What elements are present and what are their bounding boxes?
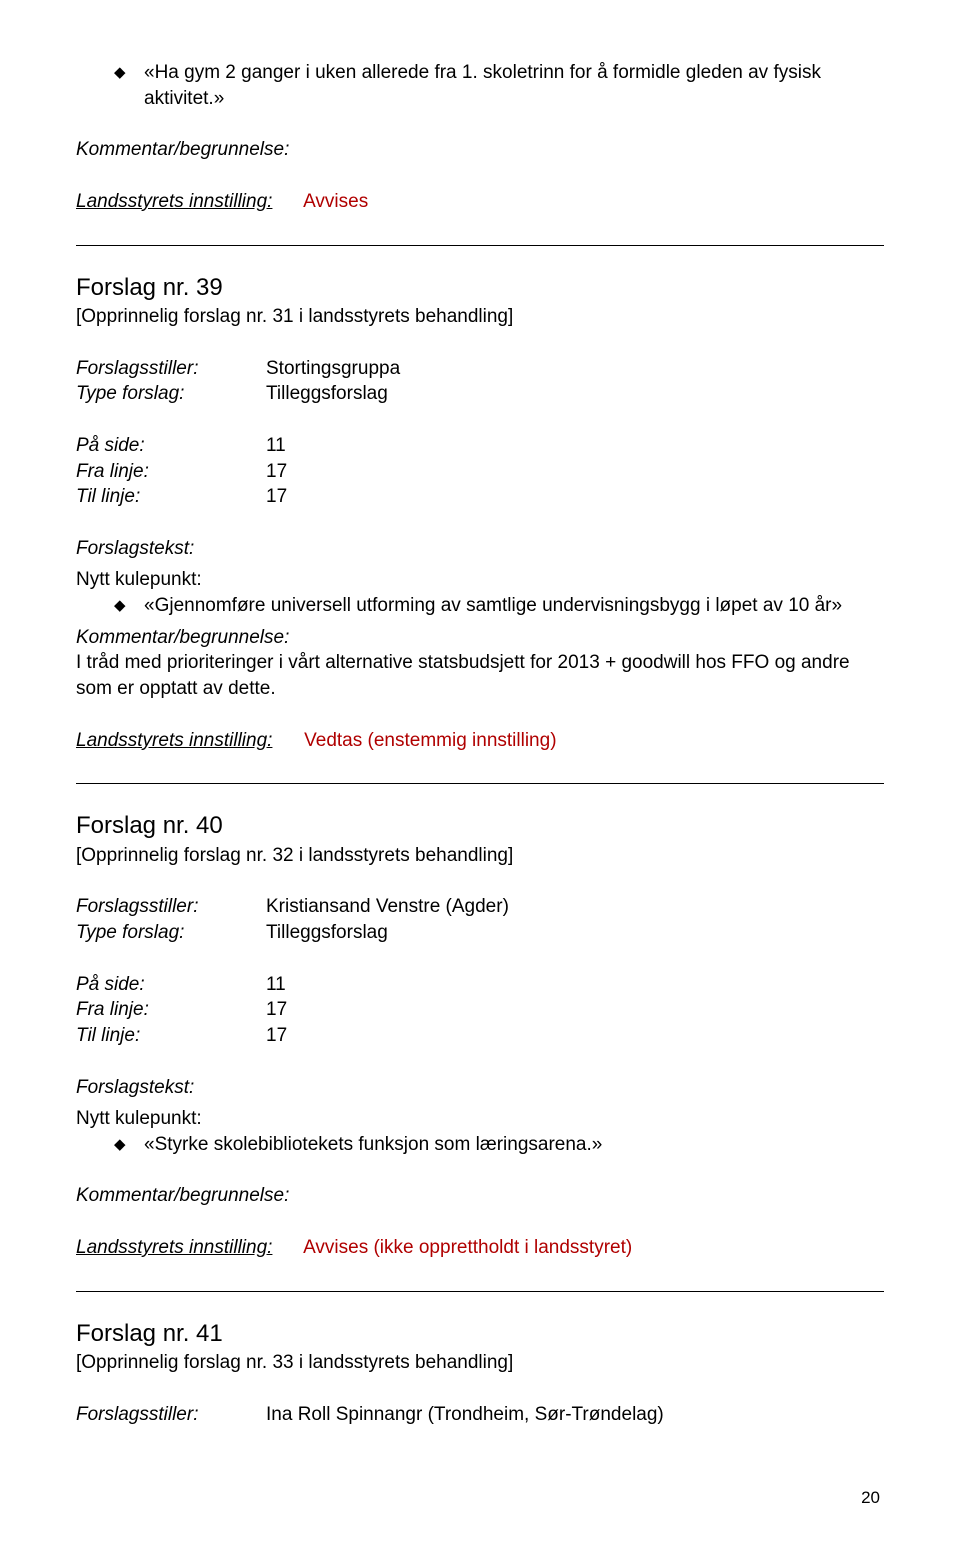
bullet-marker: ◆ (114, 1132, 144, 1158)
kommentar-label: Kommentar/begrunnelse: (76, 1183, 884, 1209)
section-divider (76, 245, 884, 246)
kv-value: Tilleggsforslag (266, 381, 884, 407)
kv-label: På side: (76, 972, 266, 998)
kv-value: 17 (266, 1023, 884, 1049)
proposal-title: Forslag nr. 39 (76, 272, 884, 304)
kv-fralinje: Fra linje: 17 (76, 997, 884, 1023)
kv-forslagsstiller: Forslagsstiller: Ina Roll Spinnangr (Tro… (76, 1402, 884, 1428)
kv-label: Fra linje: (76, 997, 266, 1023)
section-divider (76, 783, 884, 784)
kv-typeforslag: Type forslag: Tilleggsforslag (76, 920, 884, 946)
innstilling-value: Avvises (ikke opprettholdt i landsstyret… (303, 1237, 632, 1258)
bullet-marker: ◆ (114, 593, 144, 619)
nytt-kulepunkt-label: Nytt kulepunkt: (76, 1106, 884, 1132)
kv-forslagsstiller: Forslagsstiller: Stortingsgruppa (76, 356, 884, 382)
bullet-text: «Styrke skolebibliotekets funksjon som l… (144, 1132, 884, 1158)
kv-value: Tilleggsforslag (266, 920, 884, 946)
kv-value: 17 (266, 997, 884, 1023)
proposal-subtitle: [Opprinnelig forslag nr. 33 i landsstyre… (76, 1350, 884, 1376)
kommentar-label: Kommentar/begrunnelse: (76, 137, 884, 163)
nytt-kulepunkt-label: Nytt kulepunkt: (76, 567, 884, 593)
kv-value: 11 (266, 433, 884, 459)
innstilling-label: Landsstyrets innstilling: (76, 191, 272, 212)
kv-tillinje: Til linje: 17 (76, 1023, 884, 1049)
forslagstekst-label: Forslagstekst: (76, 1075, 884, 1101)
kv-label: Forslagsstiller: (76, 894, 266, 920)
proposal-subtitle: [Opprinnelig forslag nr. 32 i landsstyre… (76, 843, 884, 869)
proposal-subtitle: [Opprinnelig forslag nr. 31 i landsstyre… (76, 304, 884, 330)
kv-value: 17 (266, 459, 884, 485)
bullet-text: «Ha gym 2 ganger i uken allerede fra 1. … (144, 60, 884, 111)
innstilling-row: Landsstyrets innstilling: Avvises (76, 189, 884, 215)
kv-value: 17 (266, 484, 884, 510)
kv-value: Ina Roll Spinnangr (Trondheim, Sør-Trønd… (266, 1402, 884, 1428)
kv-tillinje: Til linje: 17 (76, 484, 884, 510)
kv-value: Kristiansand Venstre (Agder) (266, 894, 884, 920)
kommentar-label: Kommentar/begrunnelse: (76, 625, 884, 651)
innstilling-value: Avvises (303, 191, 368, 212)
bullet-text: «Gjennomføre universell utforming av sam… (144, 593, 884, 619)
kv-typeforslag: Type forslag: Tilleggsforslag (76, 381, 884, 407)
kv-label: Til linje: (76, 1023, 266, 1049)
kv-forslagsstiller: Forslagsstiller: Kristiansand Venstre (A… (76, 894, 884, 920)
kv-label: Forslagsstiller: (76, 1402, 266, 1428)
kv-label: Til linje: (76, 484, 266, 510)
proposal-title: Forslag nr. 40 (76, 810, 884, 842)
bullet-item: ◆ «Gjennomføre universell utforming av s… (114, 593, 884, 619)
kv-paaside: På side: 11 (76, 972, 884, 998)
kv-label: På side: (76, 433, 266, 459)
bullet-item: ◆ «Ha gym 2 ganger i uken allerede fra 1… (114, 60, 884, 111)
innstilling-row: Landsstyrets innstilling: Vedtas (enstem… (76, 728, 884, 754)
kv-value: 11 (266, 972, 884, 998)
innstilling-label: Landsstyrets innstilling: (76, 730, 272, 751)
section-divider (76, 1291, 884, 1292)
kv-paaside: På side: 11 (76, 433, 884, 459)
kv-label: Fra linje: (76, 459, 266, 485)
kv-label: Type forslag: (76, 920, 266, 946)
kommentar-text: I tråd med prioriteringer i vårt alterna… (76, 650, 884, 701)
page-number: 20 (76, 1487, 884, 1510)
proposal-title: Forslag nr. 41 (76, 1318, 884, 1350)
forslagstekst-label: Forslagstekst: (76, 536, 884, 562)
bullet-item: ◆ «Styrke skolebibliotekets funksjon som… (114, 1132, 884, 1158)
kv-label: Forslagsstiller: (76, 356, 266, 382)
innstilling-value: Vedtas (enstemmig innstilling) (304, 730, 556, 751)
innstilling-row: Landsstyrets innstilling: Avvises (ikke … (76, 1235, 884, 1261)
bullet-marker: ◆ (114, 60, 144, 86)
kv-value: Stortingsgruppa (266, 356, 884, 382)
kv-label: Type forslag: (76, 381, 266, 407)
innstilling-label: Landsstyrets innstilling: (76, 1237, 272, 1258)
kv-fralinje: Fra linje: 17 (76, 459, 884, 485)
